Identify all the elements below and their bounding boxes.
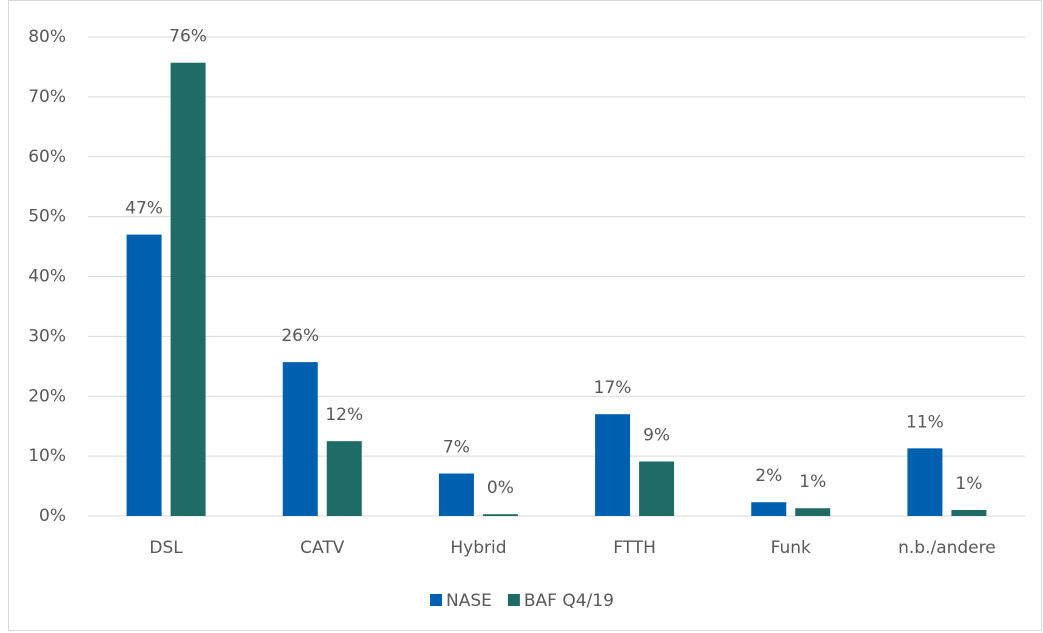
x-tick-label: CATV xyxy=(300,538,345,558)
bar xyxy=(795,508,831,516)
value-label: 2% xyxy=(755,466,782,486)
value-label: 1% xyxy=(955,474,982,494)
value-label: 11% xyxy=(906,412,944,432)
bar xyxy=(126,234,162,516)
y-tick-label: 20% xyxy=(28,386,66,406)
x-tick-label: FTTH xyxy=(613,538,656,558)
x-tick-label: Hybrid xyxy=(450,538,506,558)
y-tick-label: 70% xyxy=(28,87,66,107)
y-tick-label: 80% xyxy=(28,27,66,47)
value-label: 9% xyxy=(643,426,670,446)
value-label: 76% xyxy=(169,27,207,47)
chart-frame xyxy=(8,0,1042,631)
y-tick-label: 30% xyxy=(28,326,66,346)
bar xyxy=(282,362,318,516)
y-tick-label: 40% xyxy=(28,267,66,287)
bar xyxy=(595,414,631,516)
bar xyxy=(639,461,675,516)
bar xyxy=(170,62,206,517)
bar xyxy=(907,448,943,516)
y-tick-label: 50% xyxy=(28,207,66,227)
bar xyxy=(438,473,474,516)
value-label: 26% xyxy=(281,326,319,346)
x-tick-label: n.b./andere xyxy=(898,538,996,558)
y-tick-label: 10% xyxy=(28,446,66,466)
y-tick-label: 0% xyxy=(39,506,66,526)
value-label: 0% xyxy=(487,478,514,498)
legend-swatch xyxy=(507,594,520,606)
bar xyxy=(482,514,518,516)
legend-label: BAF Q4/19 xyxy=(524,591,614,611)
value-label: 47% xyxy=(125,199,163,219)
value-label: 12% xyxy=(325,405,363,425)
bar xyxy=(951,510,987,516)
x-tick-label: DSL xyxy=(149,538,183,558)
bar xyxy=(326,441,362,516)
legend-label: NASE xyxy=(446,591,492,611)
bar xyxy=(751,502,787,516)
value-label: 7% xyxy=(443,437,470,457)
value-label: 1% xyxy=(799,472,826,492)
x-tick-label: Funk xyxy=(771,538,811,558)
value-label: 17% xyxy=(594,378,632,398)
y-tick-label: 60% xyxy=(28,147,66,167)
legend-swatch xyxy=(430,594,442,606)
